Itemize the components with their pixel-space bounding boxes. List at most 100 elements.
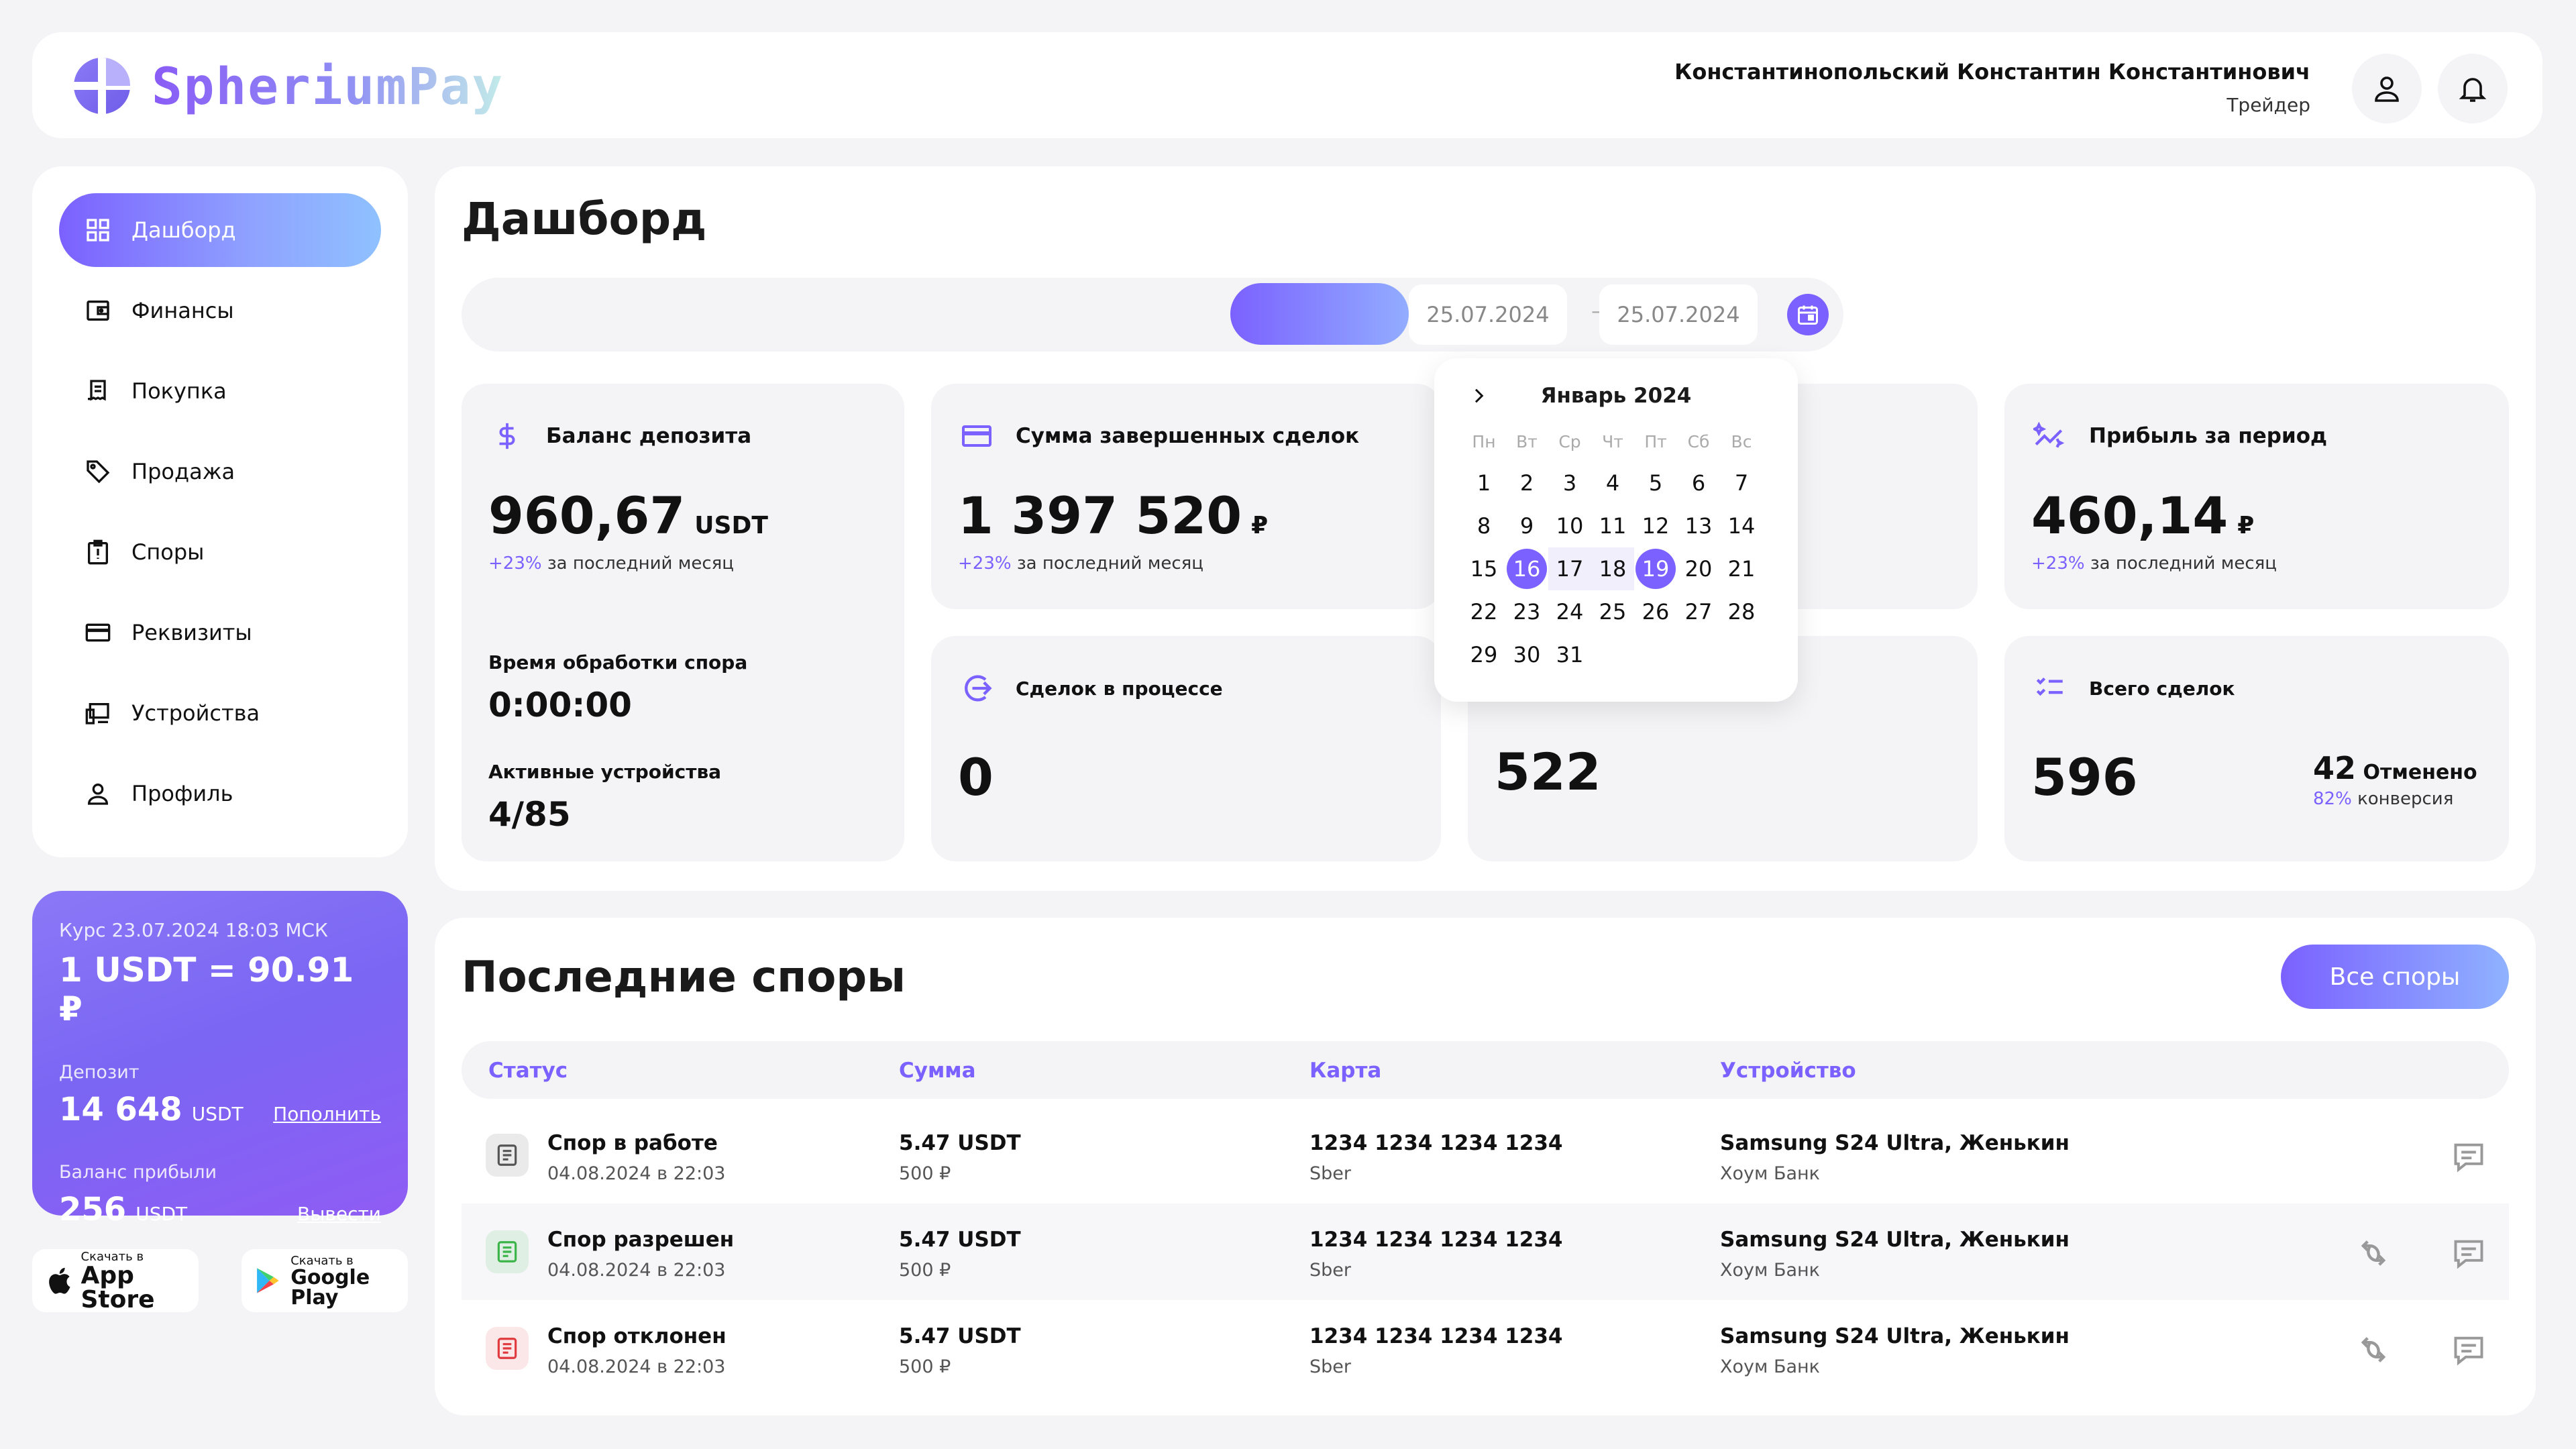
reopen-button[interactable] [2353, 1330, 2394, 1370]
conversion-label: конверсия [2357, 789, 2454, 809]
grid-icon [83, 215, 113, 245]
cancelled-label: Отменено [2363, 761, 2477, 784]
calendar-day[interactable]: 29 [1470, 642, 1498, 667]
calendar-day[interactable]: 21 [1727, 556, 1756, 582]
calendar-day[interactable]: 17 [1548, 547, 1591, 590]
sidebar-item-profile[interactable]: Профиль [59, 757, 381, 830]
calendar-day[interactable]: 6 [1691, 470, 1706, 496]
calendar-day[interactable]: 8 [1477, 513, 1491, 539]
column-header[interactable]: Сумма [899, 1059, 976, 1083]
card-cell: 1234 1234 1234 1234 Sber [1309, 1228, 1563, 1281]
store-small-label: Скачать в [290, 1253, 354, 1268]
status-cell: Спор отклонен 04.08.2024 в 22:03 [547, 1324, 727, 1377]
calendar-day[interactable]: 25 [1599, 599, 1627, 625]
deposit-balance-card: Баланс депозита 960,67 USDT +23% за после… [462, 384, 904, 861]
calendar-day[interactable]: 24 [1556, 599, 1584, 625]
google-play-button[interactable]: Скачать в Google Play [241, 1249, 408, 1312]
sidebar-item-finance[interactable]: Финансы [59, 274, 381, 347]
top-up-link[interactable]: Пополнить [273, 1103, 381, 1125]
calendar-day[interactable]: 3 [1562, 470, 1577, 496]
all-disputes-button[interactable]: Все споры [2281, 945, 2509, 1009]
calendar-day[interactable]: 18 [1591, 547, 1634, 590]
calendar-day[interactable]: 23 [1513, 599, 1541, 625]
reopen-button[interactable] [2353, 1233, 2394, 1273]
chat-icon [2454, 1143, 2483, 1173]
card-title: Сделок в процессе [1016, 677, 1223, 700]
calendar-day[interactable]: 19 [1634, 547, 1677, 590]
calendar-day[interactable]: 16 [1505, 547, 1548, 590]
card-cell: 1234 1234 1234 1234 Sber [1309, 1131, 1563, 1184]
calendar-day[interactable]: 4 [1605, 470, 1620, 496]
checklist-icon [2031, 669, 2069, 707]
table-row[interactable]: Спор разрешен 04.08.2024 в 22:03 5.47 US… [462, 1203, 2509, 1300]
disputes-panel: Последние споры Все споры Статус Сумма К… [435, 918, 2536, 1415]
rate-value: 1 USDT = 90.91 ₽ [59, 951, 354, 1028]
calendar-day[interactable]: 14 [1727, 513, 1756, 539]
profit-value: 460,14 ₽ [2031, 486, 2255, 545]
amount-cell: 5.47 USDT 500 ₽ [899, 1131, 1021, 1184]
amount-cell: 5.47 USDT 500 ₽ [899, 1324, 1021, 1377]
withdraw-link[interactable]: Вывести [297, 1203, 381, 1225]
column-header[interactable]: Статус [488, 1059, 568, 1083]
calendar-weekday: Ср [1558, 432, 1581, 451]
app-store-button[interactable]: Скачать в App Store [32, 1249, 199, 1312]
calendar-day[interactable]: 12 [1642, 513, 1670, 539]
calendar-day[interactable]: 10 [1556, 513, 1584, 539]
table-row[interactable]: Спор в работе 04.08.2024 в 22:03 5.47 US… [462, 1107, 2509, 1203]
date-to-input[interactable]: 25.07.2024 [1599, 284, 1758, 345]
period-filter-active[interactable] [1230, 283, 1409, 345]
calendar-day[interactable]: 7 [1734, 470, 1749, 496]
calendar-day[interactable]: 11 [1599, 513, 1627, 539]
table-row[interactable]: Спор отклонен 04.08.2024 в 22:03 5.47 US… [462, 1300, 2509, 1397]
status-icon [486, 1327, 529, 1370]
calendar-day[interactable]: 5 [1648, 470, 1663, 496]
status-cell: Спор разрешен 04.08.2024 в 22:03 [547, 1228, 735, 1281]
calendar-day[interactable]: 30 [1513, 642, 1541, 667]
chat-button[interactable] [2449, 1330, 2489, 1370]
calendar-day[interactable]: 28 [1727, 599, 1756, 625]
calendar-weekday: Вс [1731, 432, 1752, 451]
wallet-icon [83, 296, 113, 325]
profile-button[interactable] [2352, 54, 2422, 123]
calendar-day[interactable]: 22 [1470, 599, 1498, 625]
status-icon [486, 1230, 529, 1273]
calendar-day[interactable]: 9 [1519, 513, 1534, 539]
calendar-day[interactable]: 26 [1642, 599, 1670, 625]
user-role: Трейдер [2226, 94, 2310, 116]
column-header[interactable]: Устройство [1720, 1059, 1856, 1083]
store-small-label: Скачать в [80, 1249, 144, 1264]
total-deals-card: Всего сделок 596 42 Отменено 82% конверс… [2004, 636, 2509, 861]
sidebar-item-dashboard[interactable]: Дашборд [59, 193, 381, 267]
sidebar-item-sell[interactable]: Продажа [59, 435, 381, 508]
sidebar-item-disputes[interactable]: Споры [59, 515, 381, 589]
sidebar-item-label: Дашборд [131, 217, 236, 243]
calendar-day[interactable]: 31 [1556, 642, 1584, 667]
sidebar-item-buy[interactable]: Покупка [59, 354, 381, 428]
notifications-button[interactable] [2438, 54, 2508, 123]
bell-icon [2459, 78, 2487, 102]
calendar-day[interactable]: 15 [1470, 556, 1498, 582]
chat-button[interactable] [2449, 1233, 2489, 1273]
logo[interactable]: SpheriumPay [71, 55, 504, 117]
calendar-day[interactable]: 20 [1684, 556, 1713, 582]
calendar-day[interactable]: 13 [1684, 513, 1713, 539]
chat-button[interactable] [2449, 1136, 2489, 1177]
calendar-button[interactable] [1787, 294, 1829, 335]
calendar-icon [1798, 305, 1818, 325]
calendar-prev-button[interactable] [1468, 385, 1489, 407]
sidebar-item-requisites[interactable]: Реквизиты [59, 596, 381, 669]
sidebar-item-devices[interactable]: Устройства [59, 676, 381, 750]
status-cell: Спор в работе 04.08.2024 в 22:03 [547, 1131, 726, 1184]
deals-sum-card: Сумма завершенных сделок 1 397 520 ₽ +23%… [931, 384, 1441, 609]
date-from-input[interactable]: 25.07.2024 [1409, 284, 1567, 345]
sidebar-item-label: Споры [131, 539, 205, 565]
third-stat-value: 522 [1495, 742, 1601, 802]
column-header[interactable]: Карта [1309, 1059, 1382, 1083]
calendar-day[interactable]: 2 [1519, 470, 1534, 496]
calendar-day[interactable]: 1 [1477, 470, 1491, 496]
trend-text: +23% за последний месяц [488, 553, 734, 574]
dispute-time-label: Время обработки спора [488, 651, 748, 674]
profit-amount: 256 USDT [59, 1191, 188, 1228]
calendar-day[interactable]: 27 [1684, 599, 1713, 625]
card-title: Баланс депозита [546, 424, 752, 448]
